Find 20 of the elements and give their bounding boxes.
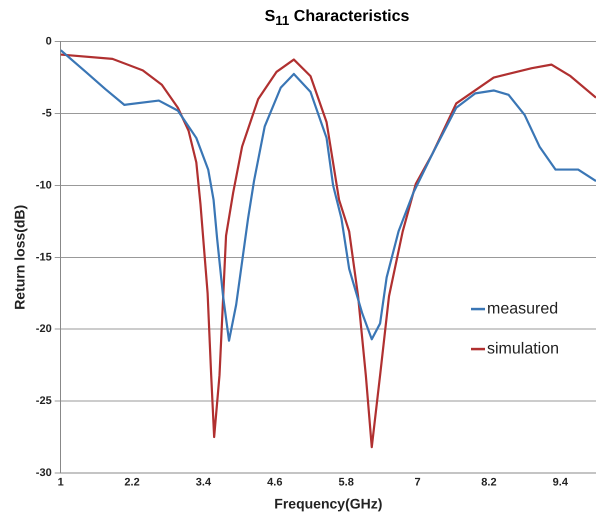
y-tick-label: -15 xyxy=(36,251,52,264)
x-tick-label: 5.8 xyxy=(338,476,354,489)
x-tick-label: 7 xyxy=(414,476,421,489)
y-tick-label: -10 xyxy=(36,179,52,192)
y-tick-label: 0 xyxy=(46,36,52,48)
y-axis-title: Return loss(dB) xyxy=(11,204,28,310)
y-tick-label: -20 xyxy=(36,323,52,336)
x-tick-label: 3.4 xyxy=(196,476,212,489)
x-tick-label: 4.6 xyxy=(267,476,282,489)
y-tick-label: -5 xyxy=(42,108,52,120)
y-tick-label: -30 xyxy=(36,467,52,480)
chart-title: S$_{11}$ Characteristics xyxy=(264,8,410,30)
legend-label: simulation xyxy=(487,340,560,358)
y-tick-label: -25 xyxy=(36,395,52,408)
x-tick-label: 1 xyxy=(58,476,64,489)
x-tick-label: 8.2 xyxy=(481,476,497,489)
x-tick-label: 2.2 xyxy=(124,476,140,489)
x-axis-title: Frequency(GHz) xyxy=(274,495,382,512)
legend-label: measured xyxy=(487,300,558,318)
x-tick-label: 9.4 xyxy=(552,476,569,489)
